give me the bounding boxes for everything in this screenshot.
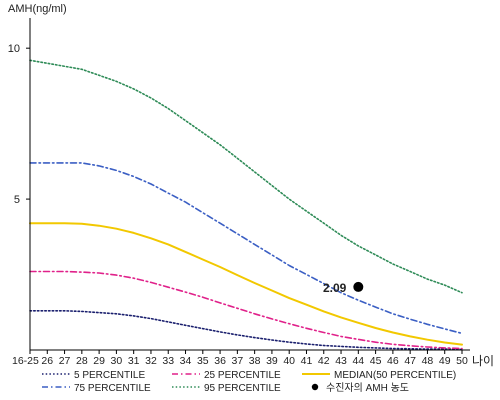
legend-label: 5 PERCENTILE: [74, 370, 145, 381]
x-tick-label: 38: [249, 355, 261, 367]
x-tick-label: 43: [335, 355, 347, 367]
x-tick-label: 35: [197, 355, 209, 367]
x-tick-label: 16-25: [12, 355, 39, 367]
x-tick-label: 48: [422, 355, 434, 367]
legend-label: 수진자의 AMH 농도: [326, 382, 409, 394]
x-tick-label: 28: [76, 355, 88, 367]
x-tick-label: 44: [352, 355, 364, 367]
legend-label: MEDIAN(50 PERCENTILE): [334, 370, 456, 381]
patient-amh-marker: [353, 281, 364, 292]
x-tick-label: 39: [266, 355, 278, 367]
x-tick-label: 31: [128, 355, 140, 367]
legend-marker-swatch: [311, 383, 319, 391]
series-layer: [29, 59, 463, 351]
legend: 5 PERCENTILE 25 PERCENTILE MEDIAN(50 PERCE…: [42, 370, 456, 394]
y-axis-label: AMH(ng/ml): [8, 3, 67, 15]
axes-layer: AMH(ng/ml) 나이: [8, 3, 494, 368]
legend-label: 95 PERCENTILE: [204, 383, 281, 394]
x-tick-label: 42: [318, 355, 330, 367]
x-tick-label: 45: [370, 355, 382, 367]
patient-amh-value-label: 2.09: [323, 281, 347, 295]
series-line-0: [29, 309, 463, 351]
x-tick-label: 36: [214, 355, 226, 367]
marker-layer: 2.09: [323, 281, 364, 295]
x-tick-label: 34: [180, 355, 192, 367]
x-tick-label: 33: [162, 355, 174, 367]
x-tick-label: 32: [145, 355, 157, 367]
series-line-3: [29, 59, 463, 294]
x-axis-label: 나이: [472, 354, 494, 368]
x-tick-label: 30: [111, 355, 123, 367]
series-line-1: [29, 162, 463, 335]
x-tick-label: 26: [41, 355, 53, 367]
legend-label: 25 PERCENTILE: [204, 370, 281, 381]
x-tick-label: 40: [283, 355, 295, 367]
y-tick-label: 5: [14, 194, 20, 206]
x-tick-label: 47: [404, 355, 416, 367]
ticks-layer: 16-25 26 27 28 29 30 31 32 33 34 35 36 37 38 39 40 41 42 4…: [8, 43, 468, 367]
x-tick-label: 46: [387, 355, 399, 367]
x-tick-label: 27: [59, 355, 71, 367]
legend-label: 75 PERCENTILE: [74, 383, 151, 394]
x-tick-label: 49: [439, 355, 451, 367]
series-line-4: [29, 222, 463, 346]
series-line-2: [29, 270, 463, 350]
x-tick-label: 50: [456, 355, 468, 367]
x-tick-label: 41: [301, 355, 313, 367]
x-tick-label: 37: [232, 355, 244, 367]
x-tick-label: 29: [93, 355, 105, 367]
y-tick-label: 10: [8, 43, 20, 55]
